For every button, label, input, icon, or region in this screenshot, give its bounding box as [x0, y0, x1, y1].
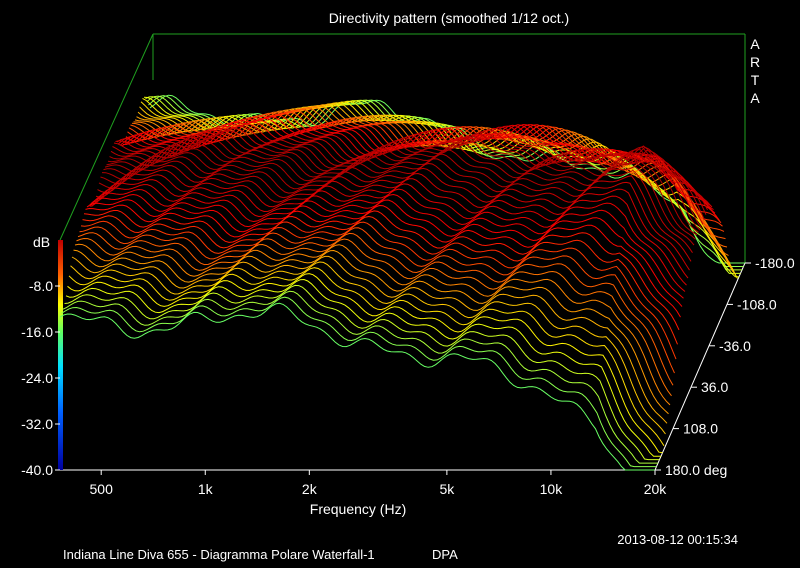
waterfall-curve — [62, 290, 658, 464]
waterfall-curve — [71, 255, 668, 424]
frame-back-diagonal — [59, 33, 154, 241]
angle-tick-label: -108.0 — [737, 296, 777, 312]
x-tick-label: 20k — [644, 481, 668, 497]
waterfall-curve — [109, 133, 705, 221]
waterfall-curve — [107, 135, 704, 225]
angle-tick-label: 180.0 deg — [665, 462, 727, 478]
x-tick-label: 1k — [198, 481, 214, 497]
footer-caption: Indiana Line Diva 655 - Diagramma Polare… — [63, 547, 375, 562]
waterfall-curve — [65, 278, 661, 457]
footer-mode: DPA — [432, 547, 458, 562]
waterfall-curve — [86, 199, 683, 307]
angle-tick-label: 36.0 — [701, 379, 728, 395]
x-axis-ticks: 500 1k 2k 5k 10k 20k — [90, 470, 668, 497]
z-tick-label: -24.0 — [21, 370, 53, 386]
waterfall-curve — [97, 162, 693, 253]
z-tick-label: -32.0 — [21, 416, 53, 432]
brand-letter: T — [751, 72, 760, 88]
waterfall-curve — [119, 119, 716, 214]
waterfall-curve — [80, 220, 677, 360]
waterfall-curve — [88, 193, 684, 299]
waterfall-curve — [83, 210, 680, 331]
z-tick-label: -40.0 — [21, 462, 53, 478]
x-tick-label: 500 — [90, 481, 114, 497]
waterfall-curve — [94, 172, 690, 271]
waterfall-curve — [103, 145, 699, 233]
brand-letter: A — [750, 36, 760, 52]
waterfall-curve — [98, 158, 695, 246]
waterfall-curves — [59, 94, 745, 471]
waterfall-curve — [70, 261, 666, 435]
waterfall-curve — [82, 215, 678, 345]
waterfall-curve — [104, 141, 701, 231]
waterfall-curve — [77, 232, 674, 386]
waterfall-curve — [79, 226, 675, 374]
frame-depth-axis — [654, 262, 746, 471]
waterfall-curve — [89, 188, 686, 292]
z-tick-label: -16.0 — [21, 324, 53, 340]
z-axis-label: dB — [33, 234, 50, 250]
angle-tick-label: -36.0 — [719, 338, 751, 354]
angle-tick-label: -180.0 — [755, 255, 795, 271]
x-tick-label: 5k — [439, 481, 455, 497]
waterfall-curve — [64, 284, 660, 461]
z-tick-label: -8.0 — [29, 278, 53, 294]
waterfall-curve — [59, 302, 655, 471]
waterfall-curve — [100, 153, 696, 240]
waterfall-curve — [61, 296, 657, 468]
brand-letter: A — [750, 90, 760, 106]
x-axis-label: Frequency (Hz) — [310, 501, 406, 517]
plot-frame — [59, 33, 746, 470]
z-axis-ticks: -8.0 -16.0 -24.0 -32.0 -40.0 — [21, 278, 60, 478]
angle-axis-ticks: -180.0 -108.0 -36.0 36.0 108.0 180.0 deg — [655, 255, 795, 478]
waterfall-curve — [121, 117, 717, 217]
x-tick-label: 2k — [302, 481, 318, 497]
waterfall-curve — [131, 107, 728, 248]
waterfall-curve — [68, 267, 665, 447]
angle-tick-label: 108.0 — [683, 421, 718, 437]
brand-letter: R — [750, 54, 760, 70]
waterfall-curve — [106, 138, 702, 229]
waterfall-curve — [91, 183, 687, 286]
waterfall-curve — [85, 204, 681, 318]
waterfall-curve — [95, 167, 692, 262]
waterfall-curve — [74, 243, 671, 406]
timestamp: 2013-08-12 00:15:34 — [617, 532, 738, 547]
x-tick-label: 10k — [540, 481, 564, 497]
waterfall-curve — [67, 273, 663, 454]
waterfall-curve — [73, 249, 669, 415]
chart-title: Directivity pattern (smoothed 1/12 oct.) — [329, 10, 569, 26]
color-scale-bar — [58, 240, 63, 470]
waterfall-curve — [92, 178, 689, 279]
waterfall-curve — [76, 237, 672, 397]
